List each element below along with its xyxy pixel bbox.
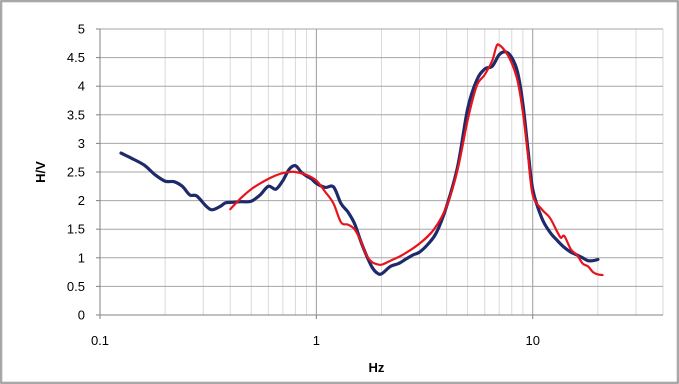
x-tick-labels: 0.1 1 10 [91, 333, 540, 348]
y-tick-label: 3 [78, 136, 85, 151]
y-tick-label: 3.5 [67, 107, 85, 122]
y-tick-labels: 0 0.5 1 1.5 2 2.5 3 3.5 4 4.5 5 [67, 22, 85, 323]
x-tick-label: 1 [313, 333, 320, 348]
series-lines [119, 43, 604, 277]
x-tick-label: 10 [525, 333, 539, 348]
y-tick-label: 0 [78, 308, 85, 323]
major-gridlines [99, 28, 663, 316]
y-tick-label: 2 [78, 193, 85, 208]
x-axis-title: Hz [369, 360, 385, 375]
y-tick-label: 0.5 [67, 279, 85, 294]
series-line-red [229, 43, 604, 277]
y-tick-label: 1.5 [67, 222, 85, 237]
y-tick-label: 2.5 [67, 165, 85, 180]
axes [96, 28, 663, 319]
y-tick-label: 1 [78, 250, 85, 265]
y-tick-label: 4.5 [67, 50, 85, 65]
y-tick-label: 4 [78, 79, 85, 94]
x-tick-label: 0.1 [91, 333, 109, 348]
y-tick-label: 5 [78, 22, 85, 37]
y-axis-title: H/V [33, 161, 48, 183]
